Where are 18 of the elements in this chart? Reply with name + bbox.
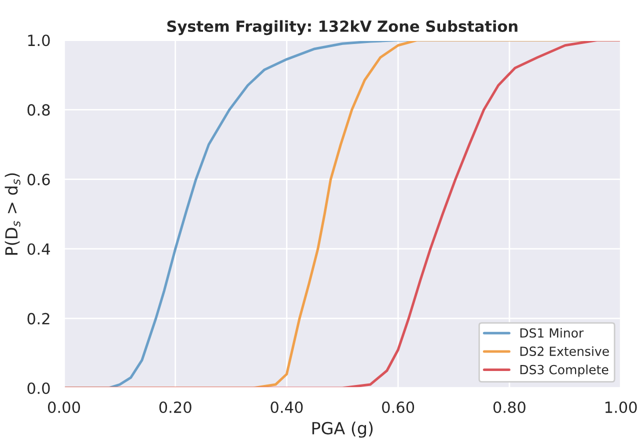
x-tick-label: 0.00	[48, 401, 80, 414]
y-tick-label: 0.6	[28, 174, 50, 186]
x-axis-title: PGA (g)	[312, 422, 373, 438]
x-tick-label: 1.00	[605, 401, 637, 414]
y-axis-title: P(D$_{s}$ > d$_{s}$)	[4, 173, 20, 255]
x-tick-label: 0.40	[270, 401, 303, 414]
x-tick-label: 0.80	[493, 401, 526, 414]
legend-label: DS1 Minor	[520, 328, 584, 338]
y-tick-label: 1.0	[28, 34, 50, 46]
x-tick-label: 0.20	[159, 401, 192, 414]
legend-label: DS2 Extensive	[520, 346, 609, 356]
y-tick-label: 0.2	[28, 312, 50, 324]
y-tick-label: 0.8	[28, 104, 50, 116]
x-tick-label: 0.60	[382, 401, 414, 414]
legend-label: DS3 Complete	[520, 364, 608, 377]
y-tick-label: 0.4	[28, 243, 50, 255]
chart-title: System Fragility: 132kV Zone Substation	[167, 20, 518, 36]
y-tick-label: 0.0	[28, 382, 50, 394]
